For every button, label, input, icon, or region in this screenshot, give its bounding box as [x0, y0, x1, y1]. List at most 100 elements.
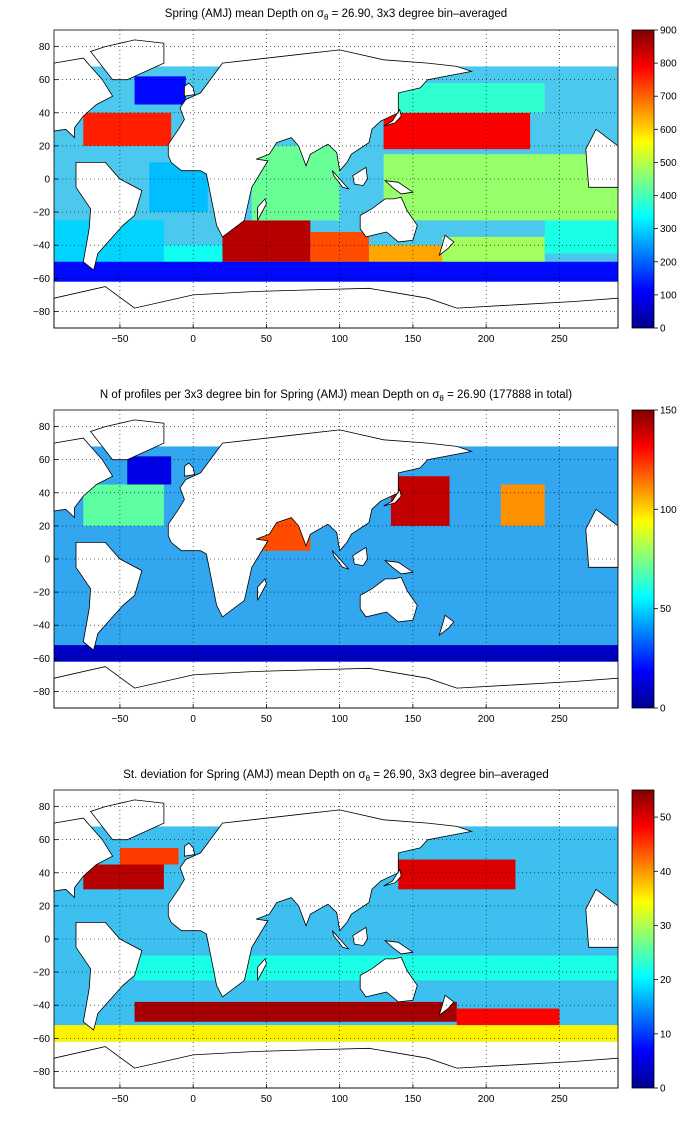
- heatmap-cell: [390, 476, 450, 526]
- continent-north-america: [53, 437, 114, 519]
- heatmap-cell: [500, 484, 545, 526]
- y-tick-label: 0: [44, 555, 50, 566]
- y-tick-label: −40: [33, 1001, 50, 1012]
- continent-japan: [383, 108, 402, 127]
- continent-americas-east: [585, 128, 619, 188]
- continent-africa-eurasia: [167, 809, 474, 998]
- heatmap-cell: [398, 859, 516, 890]
- heatmap-cell: [544, 220, 618, 254]
- x-tick-label: 100: [331, 334, 348, 345]
- x-tick-label: 200: [478, 714, 495, 725]
- colorbar-tick-label: 0: [660, 1084, 666, 1095]
- x-tick-label: 100: [331, 714, 348, 725]
- heatmap-cell: [368, 245, 443, 262]
- panel-3-colorbar-gradient: [631, 789, 655, 1089]
- colorbar-tick-label: 150: [660, 406, 677, 417]
- y-tick-label: −60: [33, 654, 50, 665]
- y-tick-label: −60: [33, 274, 50, 285]
- heatmap-cell: [83, 112, 172, 146]
- y-tick-label: −80: [33, 1067, 50, 1078]
- y-tick-label: −60: [33, 1034, 50, 1045]
- y-tick-label: −80: [33, 307, 50, 318]
- continent-sumatra: [331, 170, 350, 190]
- heatmap-cell: [398, 82, 545, 113]
- x-tick-label: 50: [261, 1094, 273, 1105]
- x-tick-label: −50: [111, 1094, 128, 1105]
- panel-1: Spring (AMJ) mean Depth on σθ = 26.90, 3…: [33, 8, 677, 345]
- colorbar-tick-label: 100: [660, 505, 677, 516]
- panel-2: N of profiles per 3x3 degree bin for Spr…: [33, 389, 677, 725]
- panel-3-continents: [53, 799, 619, 1089]
- continent-greenland: [89, 419, 165, 461]
- heatmap-cell: [54, 261, 618, 282]
- x-tick-label: 200: [478, 1094, 495, 1105]
- y-tick-label: −20: [33, 968, 50, 979]
- x-tick-label: 150: [405, 714, 422, 725]
- continent-japan: [383, 488, 402, 507]
- continent-greenland: [89, 39, 165, 81]
- panel-2-continents: [53, 419, 619, 709]
- y-tick-label: 0: [44, 175, 50, 186]
- panel-3-grid: [54, 790, 618, 1088]
- continent-madagascar: [257, 578, 267, 601]
- panel-1-continents: [53, 39, 619, 329]
- continent-new-guinea: [383, 560, 414, 575]
- continent-sumatra: [331, 550, 350, 570]
- y-tick-label: 80: [39, 422, 51, 433]
- continent-new-guinea: [383, 180, 414, 195]
- continent-africa-eurasia: [167, 49, 474, 238]
- y-tick-label: 40: [39, 488, 51, 499]
- heatmap-cell: [54, 645, 618, 662]
- continent-greenland: [89, 799, 165, 841]
- panel-1-grid: [54, 30, 618, 328]
- heatmap-cell: [119, 847, 179, 865]
- colorbar-tick-label: 0: [660, 704, 666, 715]
- colorbar-tick-label: 0: [660, 324, 666, 335]
- heatmap-cell: [134, 1001, 457, 1022]
- panel-3-colorbar: 50 40 30 20 10 0: [631, 789, 672, 1095]
- x-tick-label: 150: [405, 334, 422, 345]
- y-tick-label: 60: [39, 75, 51, 86]
- x-tick-label: −50: [111, 714, 128, 725]
- colorbar-tick-label: 100: [660, 290, 677, 301]
- colorbar-tick-label: 600: [660, 125, 677, 136]
- y-tick-label: 80: [39, 802, 51, 813]
- colorbar-tick-label: 50: [660, 813, 672, 824]
- x-tick-label: 250: [551, 1094, 568, 1105]
- x-tick-label: 250: [551, 334, 568, 345]
- y-tick-label: 40: [39, 868, 51, 879]
- panel-2-colorbar: 150 100 50 0: [631, 406, 677, 715]
- x-tick-label: 0: [190, 334, 196, 345]
- heatmap-cell: [83, 484, 164, 526]
- colorbar-tick-label: 20: [660, 975, 672, 986]
- colorbar-tick-label: 400: [660, 191, 677, 202]
- x-tick-label: 50: [261, 714, 273, 725]
- colorbar-tick-label: 50: [660, 604, 672, 615]
- continent-africa-eurasia: [167, 429, 474, 618]
- panel-3: St. deviation for Spring (AMJ) mean Dept…: [33, 769, 672, 1105]
- panel-2-title: N of profiles per 3x3 degree bin for Spr…: [100, 389, 572, 403]
- continent-borneo: [352, 166, 368, 187]
- y-tick-label: 60: [39, 455, 51, 466]
- colorbar-tick-label: 30: [660, 921, 672, 932]
- colorbar-tick-label: 10: [660, 1029, 672, 1040]
- heatmap-cell: [83, 864, 164, 890]
- x-tick-label: 150: [405, 1094, 422, 1105]
- panel-3-title: St. deviation for Spring (AMJ) mean Dept…: [123, 769, 549, 783]
- y-tick-label: 80: [39, 42, 51, 53]
- panel-1-colorbar: 900 800 700 600 500 400 300 200 100 0: [631, 26, 677, 335]
- x-tick-label: 0: [190, 714, 196, 725]
- continent-north-america: [53, 57, 114, 139]
- y-tick-label: 20: [39, 901, 51, 912]
- continent-north-america: [53, 817, 114, 899]
- continent-japan: [383, 868, 402, 887]
- x-tick-label: 50: [261, 334, 273, 345]
- panel-2-grid: [54, 410, 618, 708]
- y-tick-label: −20: [33, 208, 50, 219]
- x-tick-label: −50: [111, 334, 128, 345]
- continent-americas-east: [585, 508, 619, 568]
- y-tick-label: −40: [33, 621, 50, 632]
